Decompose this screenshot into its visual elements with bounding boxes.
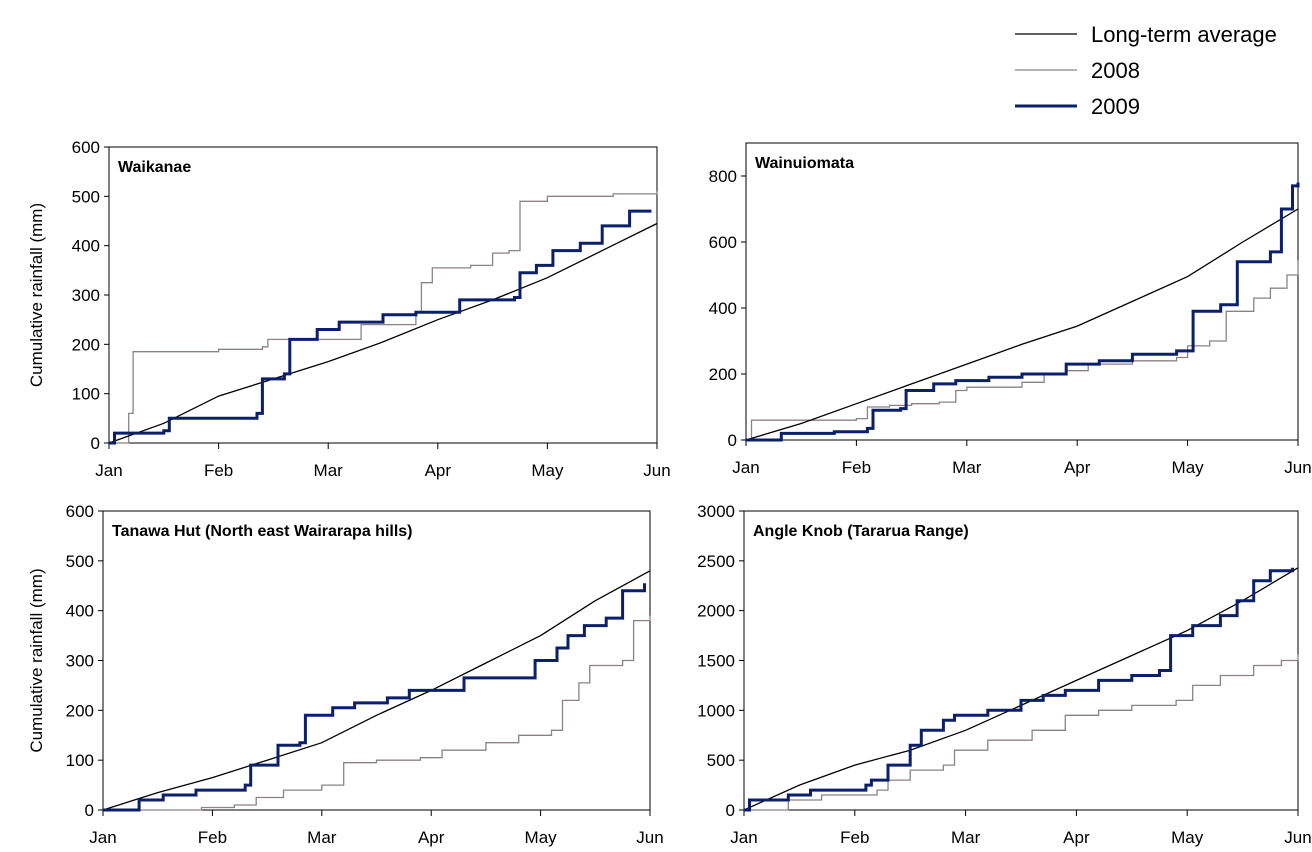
series-line-long-term-average [745,208,1299,441]
y-tick-label: 100 [72,385,100,404]
y-tick-label: 300 [72,286,100,305]
y-tick-label: 800 [709,167,737,186]
y-tick-label: 500 [66,552,94,571]
x-tick-label: May [1172,458,1205,477]
series-line-long-term-average [102,570,651,811]
legend: Long-term average 2008 2009 [1015,22,1277,119]
y-tick-label: 400 [709,299,737,318]
x-tick-label: Mar [307,828,337,847]
x-tick-label: May [531,461,564,480]
series-line-2008 [744,654,1299,811]
x-tick-label: May [1171,828,1204,847]
legend-label-2: 2009 [1091,94,1140,119]
series-line-2009 [744,567,1294,812]
chart-panel-1: 0 200 400 600 800 Jan Feb Mar Apr May Jun Wainuioma… [709,142,1312,477]
y-tick-label: 500 [72,187,100,206]
x-tick-label: Apr [1064,458,1091,477]
x-tick-label: Mar [314,461,344,480]
x-tick-label: Mar [951,828,981,847]
panel-title: Wainuiomata [755,155,854,172]
series-line-2008 [103,615,651,811]
y-tick-label: 1500 [697,652,735,671]
chart-panels: 0 100 200 300 400 500 600 Jan Feb Mar Apr May Jun Cum… [27,138,1312,847]
y-tick-label: 600 [66,502,94,521]
x-tick-label: Jun [636,828,663,847]
plot-frame [743,510,1299,811]
x-tick-label: May [525,828,558,847]
y-tick-label: 0 [728,431,737,450]
series-line-long-term-average [743,567,1299,811]
series-line-2009 [103,583,646,812]
y-axis-title: Cumulative rainfall (mm) [27,203,46,387]
y-tick-label: 600 [709,233,737,252]
y-tick-label: 200 [709,365,737,384]
legend-label-0: Long-term average [1091,22,1277,47]
y-tick-label: 400 [72,237,100,256]
x-tick-label: Mar [952,458,982,477]
chart-panel-2: 0 100 200 300 400 500 600 Jan Feb Mar Apr May Jun Cum… [27,502,664,847]
y-tick-label: 0 [726,801,735,820]
y-tick-label: 3000 [697,502,735,521]
x-tick-label: Feb [204,461,233,480]
x-tick-label: Jan [732,458,759,477]
legend-label-1: 2008 [1091,58,1140,83]
y-tick-label: 1000 [697,701,735,720]
chart-panel-3: 0 500 1000 1500 2000 2500 3000 Jan Feb Mar Apr May J… [697,502,1312,847]
y-tick-label: 300 [66,652,94,671]
chart-panel-0: 0 100 200 300 400 500 600 Jan Feb Mar Apr May Jun Cum… [27,138,671,480]
y-tick-label: 400 [66,602,94,621]
x-tick-label: Apr [425,461,452,480]
y-tick-label: 0 [85,801,94,820]
y-tick-label: 2500 [697,552,735,571]
x-tick-label: Apr [1063,828,1090,847]
y-tick-label: 100 [66,751,94,770]
y-tick-label: 500 [707,751,735,770]
x-tick-label: Jan [95,461,122,480]
plot-frame [108,146,658,444]
y-tick-label: 200 [66,701,94,720]
x-tick-label: Feb [840,828,869,847]
x-tick-label: Jan [730,828,757,847]
panel-title: Tanawa Hut (North east Wairarapa hills) [112,523,413,540]
x-tick-label: Feb [842,458,871,477]
x-tick-label: Jun [643,461,670,480]
plot-frame [102,510,651,811]
x-tick-label: Feb [198,828,227,847]
x-tick-label: Jun [1284,458,1311,477]
y-tick-label: 2000 [697,602,735,621]
x-tick-label: Jun [1284,828,1311,847]
y-tick-label: 0 [91,434,100,453]
y-tick-label: 600 [72,138,100,157]
x-tick-label: Jan [89,828,116,847]
series-line-long-term-average [108,222,658,444]
y-axis-title: Cumulative rainfall (mm) [27,568,46,752]
plot-frame [745,142,1299,441]
panel-title: Waikanae [118,159,191,176]
panel-title: Angle Knob (Tararua Range) [753,523,969,540]
y-tick-label: 200 [72,335,100,354]
x-tick-label: Apr [418,828,445,847]
series-line-2009 [746,182,1300,442]
series-line-2009 [109,209,652,445]
